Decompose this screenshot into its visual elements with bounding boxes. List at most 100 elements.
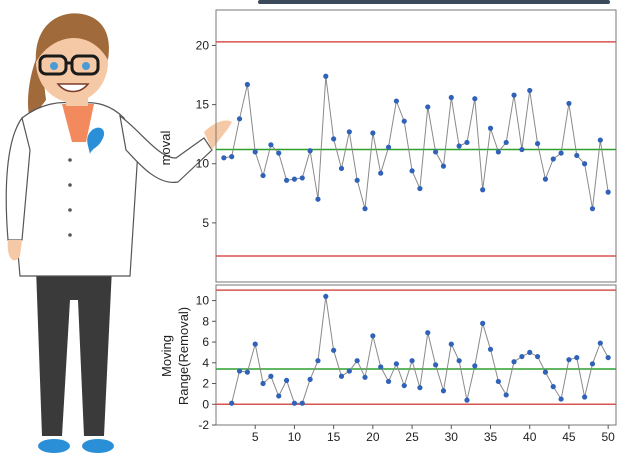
smile [56,83,90,93]
data-point [260,172,266,179]
data-point [495,378,501,385]
x-tick-label: 35 [484,430,498,444]
y-tick-label: 8 [202,314,209,328]
data-point [378,364,384,370]
data-point [605,189,611,195]
data-point [448,94,454,101]
data-point [519,353,525,360]
data-point [425,330,431,336]
pants [36,268,112,436]
data-point [425,104,431,110]
x-tick-label: 50 [601,430,615,444]
data-point [244,369,250,375]
data-point [566,100,572,107]
data-point [315,358,321,364]
y-tick-label: 10 [196,294,210,308]
moving-range-chart-frame [215,284,617,426]
data-point [283,377,290,384]
x-tick-label: 25 [405,430,419,444]
individuals-points [221,73,611,212]
data-point [401,118,407,124]
data-point [244,81,250,88]
data-point [503,139,509,146]
moving-range-y-axis-label-line2: Range(Removal) [176,307,191,405]
data-point [268,373,274,379]
data-point [370,333,376,339]
data-point [519,146,525,153]
coat-button [68,233,72,237]
data-point [597,340,603,346]
y-tick-label: 4 [202,356,209,370]
coat-button [68,208,72,212]
y-tick-label: 15 [196,98,210,112]
data-point [433,149,439,155]
glasses-icon [38,54,100,76]
data-point [401,382,407,389]
data-point [566,357,572,363]
data-point [495,149,501,155]
data-point [472,96,478,102]
moving-range-y-ticks: -2 0 2 4 6 8 10 [196,294,216,432]
coat-button [68,158,72,162]
data-point [605,354,611,361]
data-point [385,144,392,150]
data-point [527,349,533,356]
x-tick-label: 5 [252,430,259,444]
data-point [409,358,415,364]
data-point [236,368,243,374]
data-point [448,341,454,347]
data-point [283,177,290,183]
data-point [346,129,352,135]
data-point [527,87,533,94]
y-tick-label: 0 [202,397,209,411]
data-point [393,361,399,367]
individuals-series-line [223,76,609,209]
data-point [276,150,282,156]
right-shoe [82,439,114,453]
x-tick-label: 40 [523,430,537,444]
data-point [574,354,580,361]
data-point [597,137,603,143]
data-point [409,168,415,174]
data-point [338,165,345,172]
coat-button [68,183,72,187]
data-point [393,98,399,104]
data-point [276,393,282,399]
data-point [433,362,439,368]
individuals-chart: 5 10 15 20 moval [158,9,617,283]
x-tick-label: 30 [445,430,459,444]
data-point [550,384,556,390]
hair [35,13,109,62]
data-point [354,177,360,183]
data-point [511,92,517,98]
x-tick-label: 45 [562,430,576,444]
presenter-character-illustration [5,13,232,453]
data-point [378,170,384,176]
individuals-chart-frame [215,9,617,283]
data-point [331,136,337,142]
data-point [464,397,470,403]
y-tick-label: -2 [198,418,209,432]
moving-range-x-ticks: 5 10 15 20 25 30 35 40 45 50 [252,425,615,444]
data-point [582,394,588,400]
data-point [252,341,258,347]
y-tick-label: 10 [196,157,210,171]
data-point [252,149,258,155]
data-point [299,400,305,406]
x-tick-label: 10 [288,430,302,444]
data-point [338,373,345,379]
data-point [558,396,564,402]
data-point [558,150,564,156]
data-point [582,161,588,167]
data-point [385,378,392,385]
data-point [229,400,235,406]
data-point [472,363,478,369]
data-point [362,206,368,212]
data-point [534,353,541,360]
data-point [417,385,423,391]
data-point [487,346,494,352]
data-point [542,369,549,375]
data-point [480,187,486,193]
x-tick-label: 15 [327,430,341,444]
